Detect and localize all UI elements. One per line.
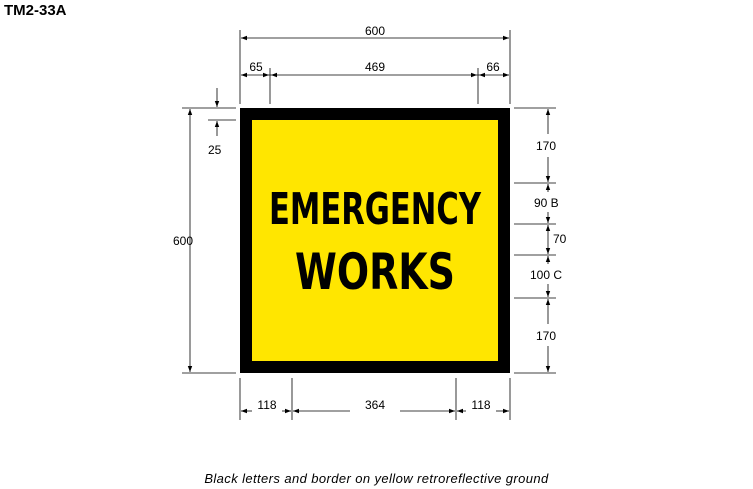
dim-bottom-left: 118 [257, 398, 276, 412]
dim-line1-height: 90 B [534, 196, 559, 210]
sign-line-emergency: EMERGENCY [269, 184, 482, 235]
caption: Black letters and border on yellow retro… [204, 471, 549, 486]
dim-overall-width: 600 [365, 24, 385, 38]
dim-line-gap: 70 [553, 232, 567, 246]
dim-bottom-right: 118 [471, 398, 490, 412]
sign-code-title: TM2-33A [4, 2, 67, 19]
dimension-arrowheads [187, 35, 551, 414]
dim-bottom-space: 170 [536, 329, 556, 343]
sign-line-works: WORKS [295, 243, 455, 301]
dim-right-margin: 66 [486, 60, 500, 74]
dim-overall-height: 600 [173, 234, 193, 248]
dim-border: 25 [208, 143, 222, 157]
dim-left-margin: 65 [249, 60, 263, 74]
dim-text-width: 469 [365, 60, 385, 74]
dim-bottom-mid: 364 [365, 398, 385, 412]
sign-background [252, 120, 498, 361]
dim-top-space: 170 [536, 139, 556, 153]
dim-line2-height: 100 C [530, 268, 562, 282]
